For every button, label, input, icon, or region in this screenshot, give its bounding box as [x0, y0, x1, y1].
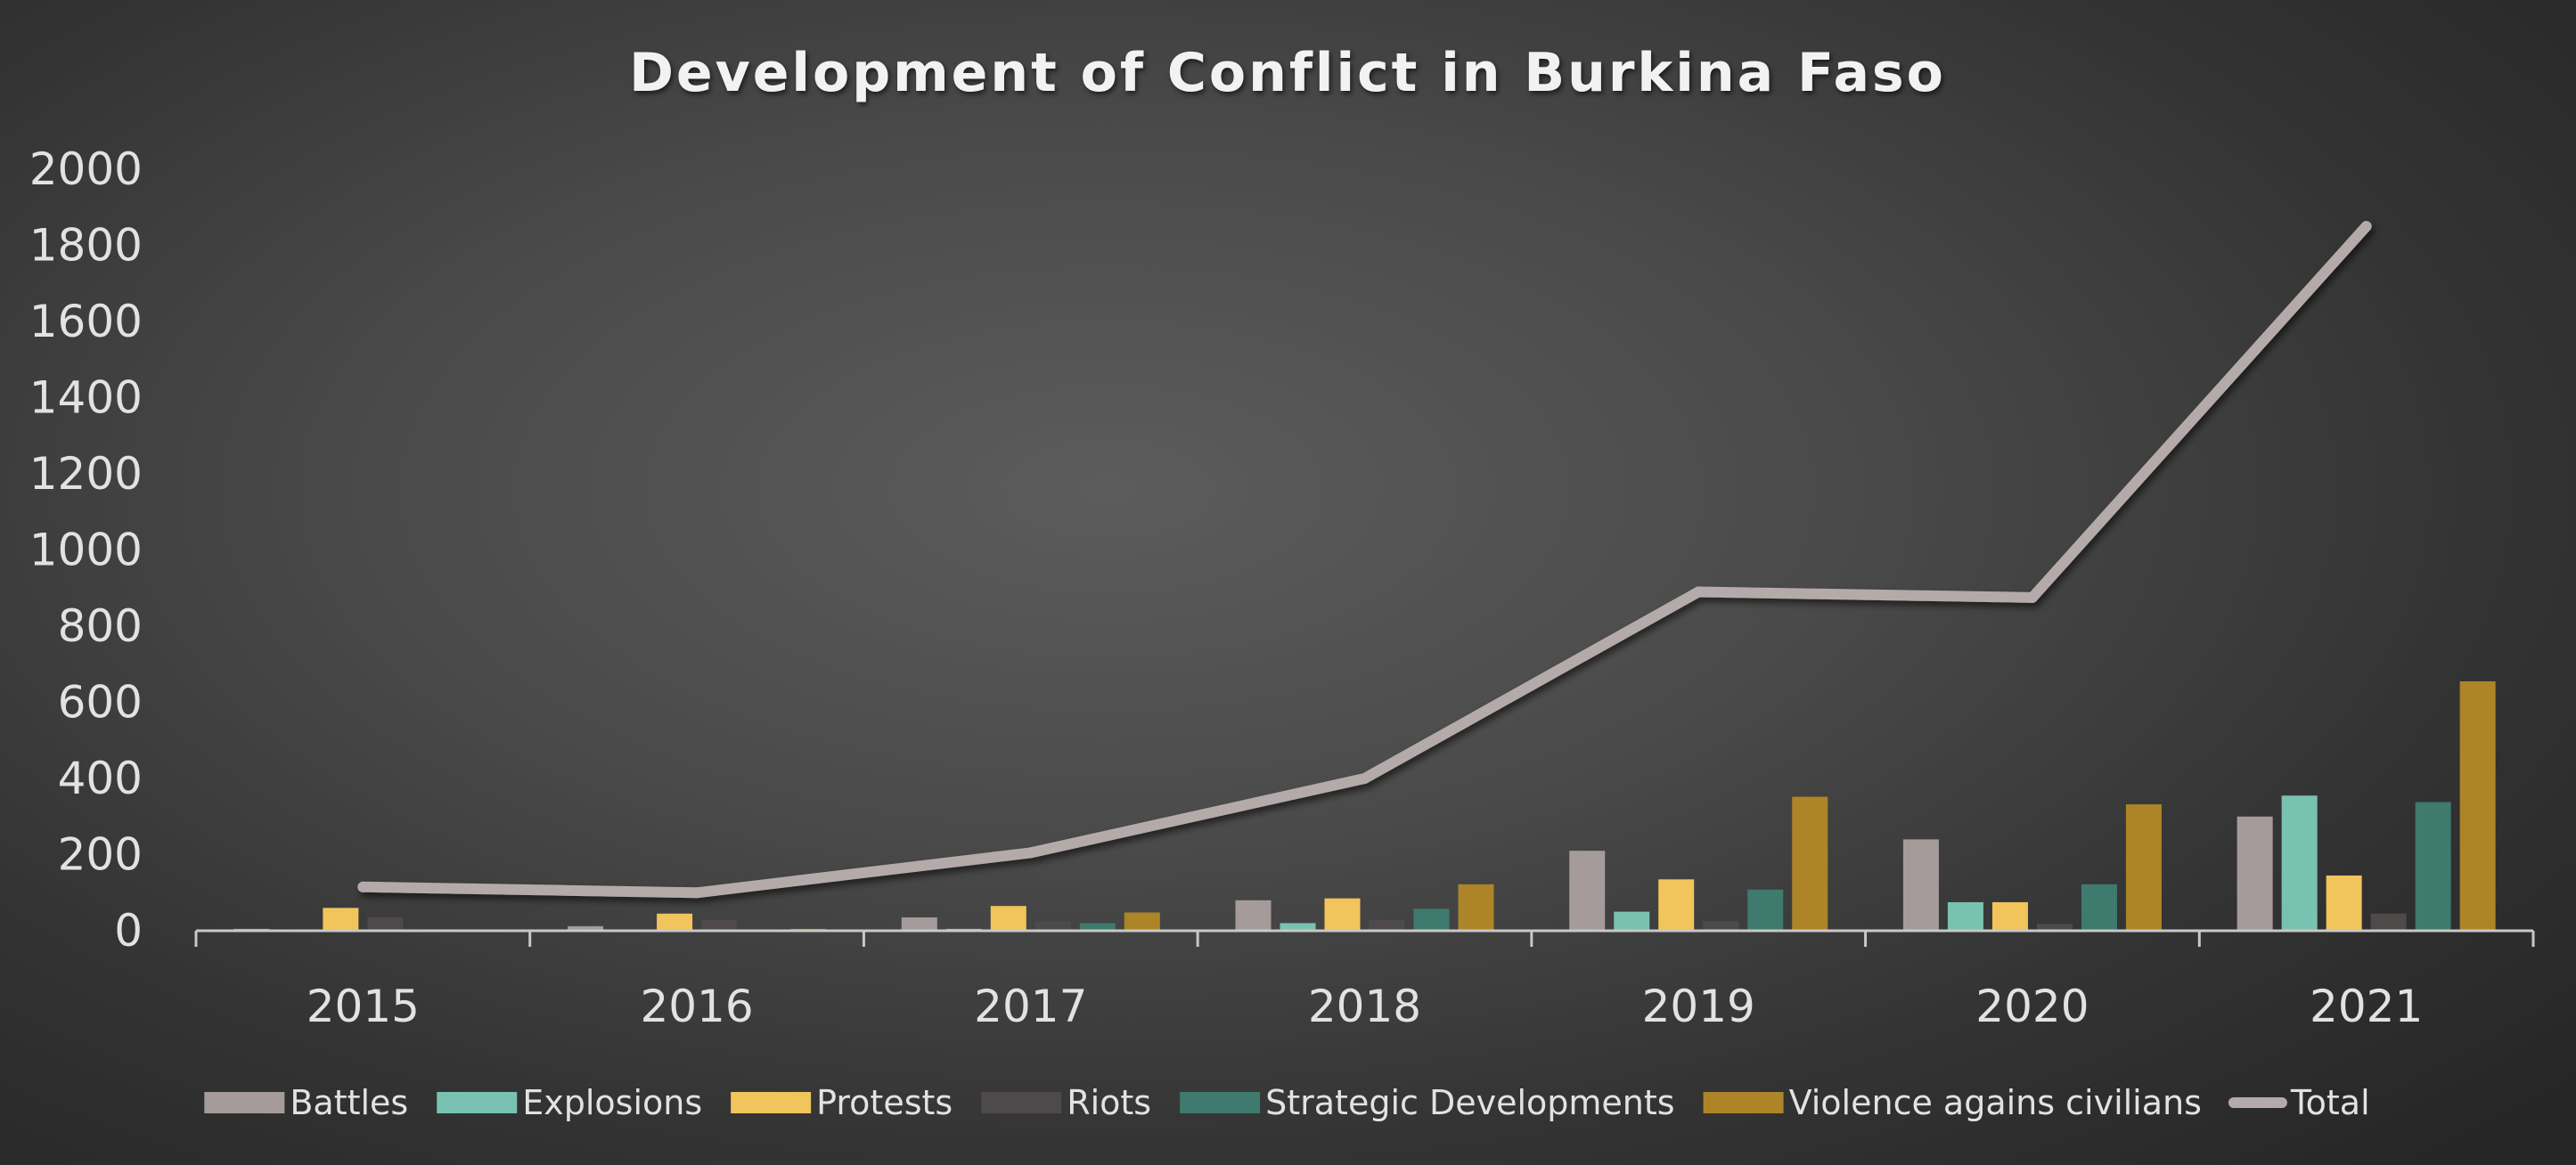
legend-label-battles: Battles: [290, 1083, 408, 1122]
y-tick-label: 0: [114, 905, 143, 957]
bar-battles-2016: [568, 925, 604, 931]
bar-riots-2018: [1369, 920, 1405, 931]
bar-protests-2020: [1991, 901, 2028, 931]
x-tick-label: 2020: [1975, 981, 2089, 1032]
legend-label-violence-agains-civilians: Violence agains civilians: [1789, 1083, 2202, 1122]
legend-swatch-strategic-developments: [1180, 1092, 1261, 1113]
y-axis-labels: 0 200 400 600 800 1000 1200 1400 1600 1800 2000: [29, 143, 143, 957]
bar-violence-agains-civilians-2017: [1124, 912, 1160, 931]
legend-swatch-protests: [731, 1092, 812, 1113]
bars-layer: [233, 680, 2496, 931]
bar-explosions-2019: [1614, 911, 1650, 931]
bar-protests-2019: [1658, 879, 1695, 931]
legend-label-explosions: Explosions: [522, 1083, 702, 1122]
bar-battles-2017: [901, 917, 937, 931]
bar-violence-agains-civilians-2019: [1792, 796, 1828, 931]
y-tick-label: 200: [58, 829, 143, 881]
legend-swatch-riots: [981, 1092, 1062, 1113]
bar-riots-2017: [1034, 921, 1071, 931]
legend-swatch-battles: [204, 1092, 285, 1113]
y-tick-label: 2000: [29, 143, 143, 195]
bar-explosions-2020: [1947, 901, 1983, 931]
bar-riots-2021: [2370, 913, 2407, 931]
y-tick-label: 800: [58, 600, 143, 652]
y-tick-label: 400: [58, 753, 143, 804]
legend-item-protests: Protests: [731, 1083, 953, 1122]
bar-riots-2019: [1703, 921, 1739, 931]
x-tick-label: 2016: [640, 981, 753, 1032]
legend-item-strategic-developments: Strategic Developments: [1180, 1083, 1675, 1122]
bar-riots-2016: [701, 920, 738, 931]
point-total-2016: [691, 887, 703, 899]
bar-battles-2021: [2237, 816, 2273, 931]
bar-protests-2021: [2326, 876, 2362, 931]
legend-item-explosions: Explosions: [437, 1083, 702, 1122]
legend-label-total: Total: [2290, 1083, 2370, 1122]
point-total-2019: [1693, 586, 1705, 598]
x-tick-label: 2017: [974, 981, 1087, 1032]
x-tick-label: 2021: [2310, 981, 2423, 1032]
bar-protests-2018: [1324, 898, 1361, 931]
bar-violence-agains-civilians-2020: [2125, 804, 2162, 931]
bar-riots-2020: [2036, 924, 2073, 931]
point-total-2017: [1025, 847, 1036, 859]
y-tick-label: 1400: [29, 372, 143, 424]
legend-label-protests: Protests: [816, 1083, 953, 1122]
legend-item-riots: Riots: [981, 1083, 1151, 1122]
point-total-2015: [357, 881, 369, 892]
bar-protests-2017: [990, 906, 1026, 931]
bar-battles-2019: [1569, 851, 1606, 931]
legend-label-riots: Riots: [1067, 1083, 1151, 1122]
y-tick-label: 1000: [29, 525, 143, 576]
legend-item-total: Total: [2228, 1083, 2370, 1122]
bar-explosions-2021: [2281, 795, 2318, 931]
bar-strategic-developments-2019: [1747, 889, 1784, 931]
bar-protests-2016: [657, 913, 693, 931]
x-tick-label: 2015: [307, 981, 420, 1032]
y-tick-label: 1200: [29, 448, 143, 500]
series-line-total: [357, 221, 2372, 899]
line-layer: [357, 221, 2372, 899]
bar-strategic-developments-2017: [1079, 923, 1116, 931]
x-tick-label: 2018: [1308, 981, 1421, 1032]
bar-strategic-developments-2021: [2415, 802, 2451, 931]
point-total-2018: [1359, 773, 1370, 784]
legend-item-violence-agains-civilians: Violence agains civilians: [1703, 1083, 2202, 1122]
bar-violence-agains-civilians-2018: [1458, 884, 1494, 931]
x-tick-label: 2019: [1642, 981, 1755, 1032]
bar-explosions-2018: [1280, 923, 1316, 931]
bar-riots-2015: [367, 917, 404, 931]
bar-strategic-developments-2020: [2081, 884, 2117, 931]
y-tick-label: 1600: [29, 296, 143, 347]
bar-protests-2015: [323, 908, 359, 931]
bar-battles-2020: [1902, 839, 1939, 931]
legend: Battles Explosions Protests Riots Strategic …: [204, 1083, 2370, 1122]
legend-swatch-violence-agains-civilians: [1703, 1092, 1784, 1113]
point-total-2020: [2026, 591, 2038, 603]
x-axis: 2015 2016 2017 2018 2019 2020 2021: [194, 929, 2535, 1032]
bar-strategic-developments-2018: [1413, 908, 1450, 931]
bar-battles-2018: [1235, 900, 1272, 931]
y-tick-label: 600: [58, 677, 143, 729]
chart-title: Development of Conflict in Burkina Faso: [629, 42, 1946, 104]
legend-label-strategic-developments: Strategic Developments: [1265, 1083, 1674, 1122]
legend-item-battles: Battles: [204, 1083, 408, 1122]
bar-violence-agains-civilians-2021: [2459, 680, 2496, 931]
y-tick-label: 1800: [29, 220, 143, 272]
legend-swatch-explosions: [437, 1092, 518, 1113]
point-total-2021: [2360, 221, 2372, 232]
